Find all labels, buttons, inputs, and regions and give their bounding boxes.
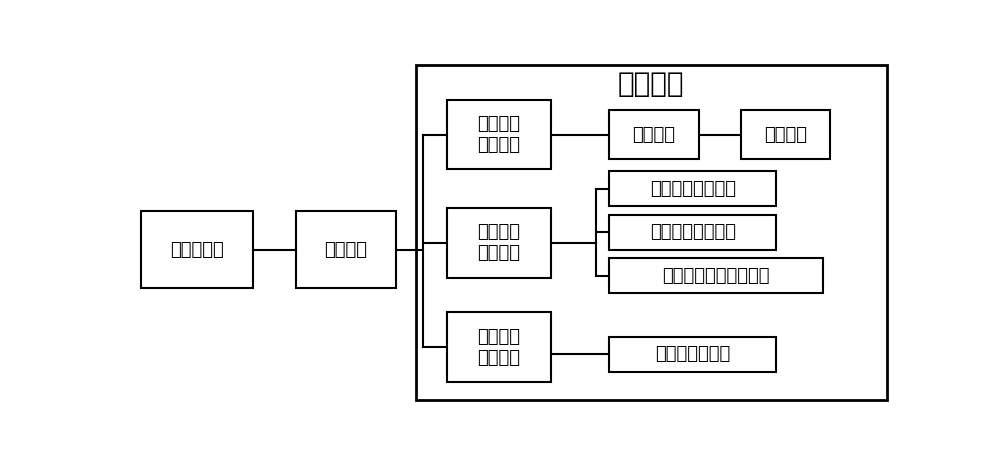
FancyBboxPatch shape bbox=[296, 211, 396, 288]
Text: 散热控制
仿真单元: 散热控制 仿真单元 bbox=[477, 328, 520, 367]
Text: 模拟模块: 模拟模块 bbox=[618, 70, 684, 98]
Text: 切换单元: 切换单元 bbox=[632, 125, 675, 144]
FancyBboxPatch shape bbox=[609, 215, 776, 250]
FancyBboxPatch shape bbox=[609, 171, 776, 206]
Text: 循环泵控制单元: 循环泵控制单元 bbox=[655, 345, 730, 363]
Text: 线包温度模拟单元: 线包温度模拟单元 bbox=[650, 223, 736, 241]
FancyBboxPatch shape bbox=[447, 100, 551, 169]
FancyBboxPatch shape bbox=[609, 337, 776, 372]
FancyBboxPatch shape bbox=[741, 110, 830, 159]
Text: 温度控制
仿真单元: 温度控制 仿真单元 bbox=[477, 223, 520, 262]
Text: 绝缘电阻
仿真单元: 绝缘电阻 仿真单元 bbox=[477, 115, 520, 154]
Text: 铁芯温度模拟单元: 铁芯温度模拟单元 bbox=[650, 180, 736, 198]
Text: 仿真单元: 仿真单元 bbox=[764, 125, 807, 144]
Text: 计算机单元: 计算机单元 bbox=[170, 241, 224, 259]
Text: 接线端子温度模拟单元: 接线端子温度模拟单元 bbox=[662, 267, 770, 285]
FancyBboxPatch shape bbox=[447, 313, 551, 382]
FancyBboxPatch shape bbox=[140, 211, 253, 288]
Text: 主控单元: 主控单元 bbox=[324, 241, 367, 259]
FancyBboxPatch shape bbox=[609, 258, 822, 293]
FancyBboxPatch shape bbox=[609, 110, 698, 159]
FancyBboxPatch shape bbox=[447, 208, 551, 278]
FancyBboxPatch shape bbox=[416, 65, 887, 400]
